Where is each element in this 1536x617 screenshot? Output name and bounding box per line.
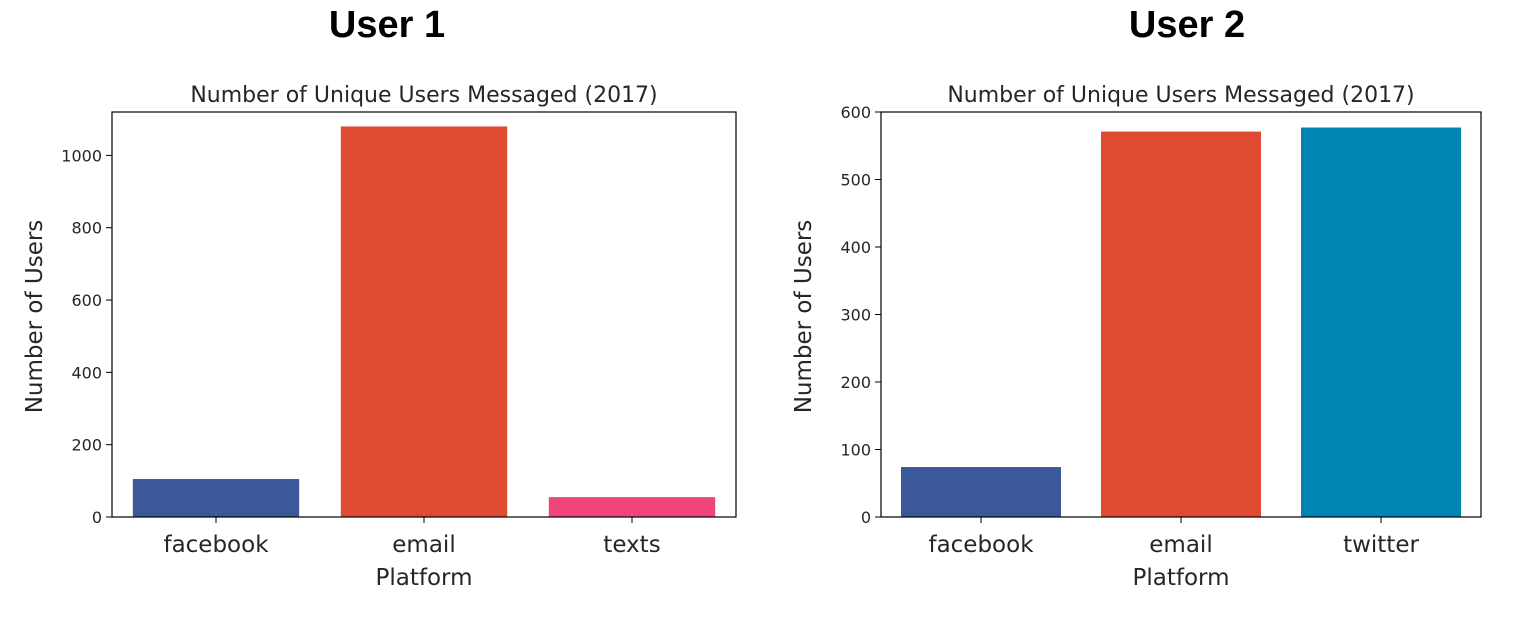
- x-tick-label: facebook: [163, 532, 269, 558]
- chart-title: Number of Unique Users Messaged (2017): [947, 83, 1414, 108]
- x-tick-label: texts: [603, 532, 660, 558]
- y-tick-label: 1000: [61, 146, 102, 165]
- bar-email: [340, 126, 508, 517]
- panel-heading-user-1: User 1: [328, 4, 446, 46]
- y-tick-label: 400: [840, 238, 871, 257]
- bar-facebook: [132, 479, 300, 517]
- x-tick-label: twitter: [1343, 532, 1419, 558]
- x-axis-label: Platform: [1133, 565, 1230, 591]
- x-tick-label: email: [392, 532, 455, 558]
- y-tick-label: 600: [71, 291, 102, 310]
- y-tick-label: 200: [71, 436, 102, 455]
- y-tick-label: 800: [71, 219, 102, 238]
- bar-chart-user-1: 0 200 400 600 800 1000 facebook email texts Numbe…: [22, 83, 737, 591]
- x-tick-label: facebook: [928, 532, 1034, 558]
- bar-facebook: [901, 467, 1061, 517]
- y-tick-label: 0: [92, 508, 102, 527]
- y-tick-label: 100: [840, 441, 871, 460]
- y-tick-label: 300: [840, 306, 871, 325]
- panel-heading-user-2: User 2: [1128, 4, 1246, 46]
- bar-twitter: [1301, 127, 1461, 518]
- y-tick-label: 400: [71, 363, 102, 382]
- y-tick-label: 0: [861, 508, 871, 527]
- x-tick-label: email: [1149, 532, 1212, 558]
- y-axis-label: Number of Users: [791, 220, 817, 414]
- bar-chart-user-2: 0 100 200 300 400 500 600 facebook email twitter N…: [791, 83, 1482, 591]
- y-tick-label: 600: [840, 103, 871, 122]
- y-tick-label: 200: [840, 373, 871, 392]
- bar-email: [1101, 131, 1261, 517]
- y-axis-label: Number of Users: [22, 220, 48, 414]
- x-axis-label: Platform: [376, 565, 473, 591]
- y-tick-label: 500: [840, 171, 871, 190]
- bar-texts: [548, 497, 716, 517]
- chart-title: Number of Unique Users Messaged (2017): [190, 83, 657, 108]
